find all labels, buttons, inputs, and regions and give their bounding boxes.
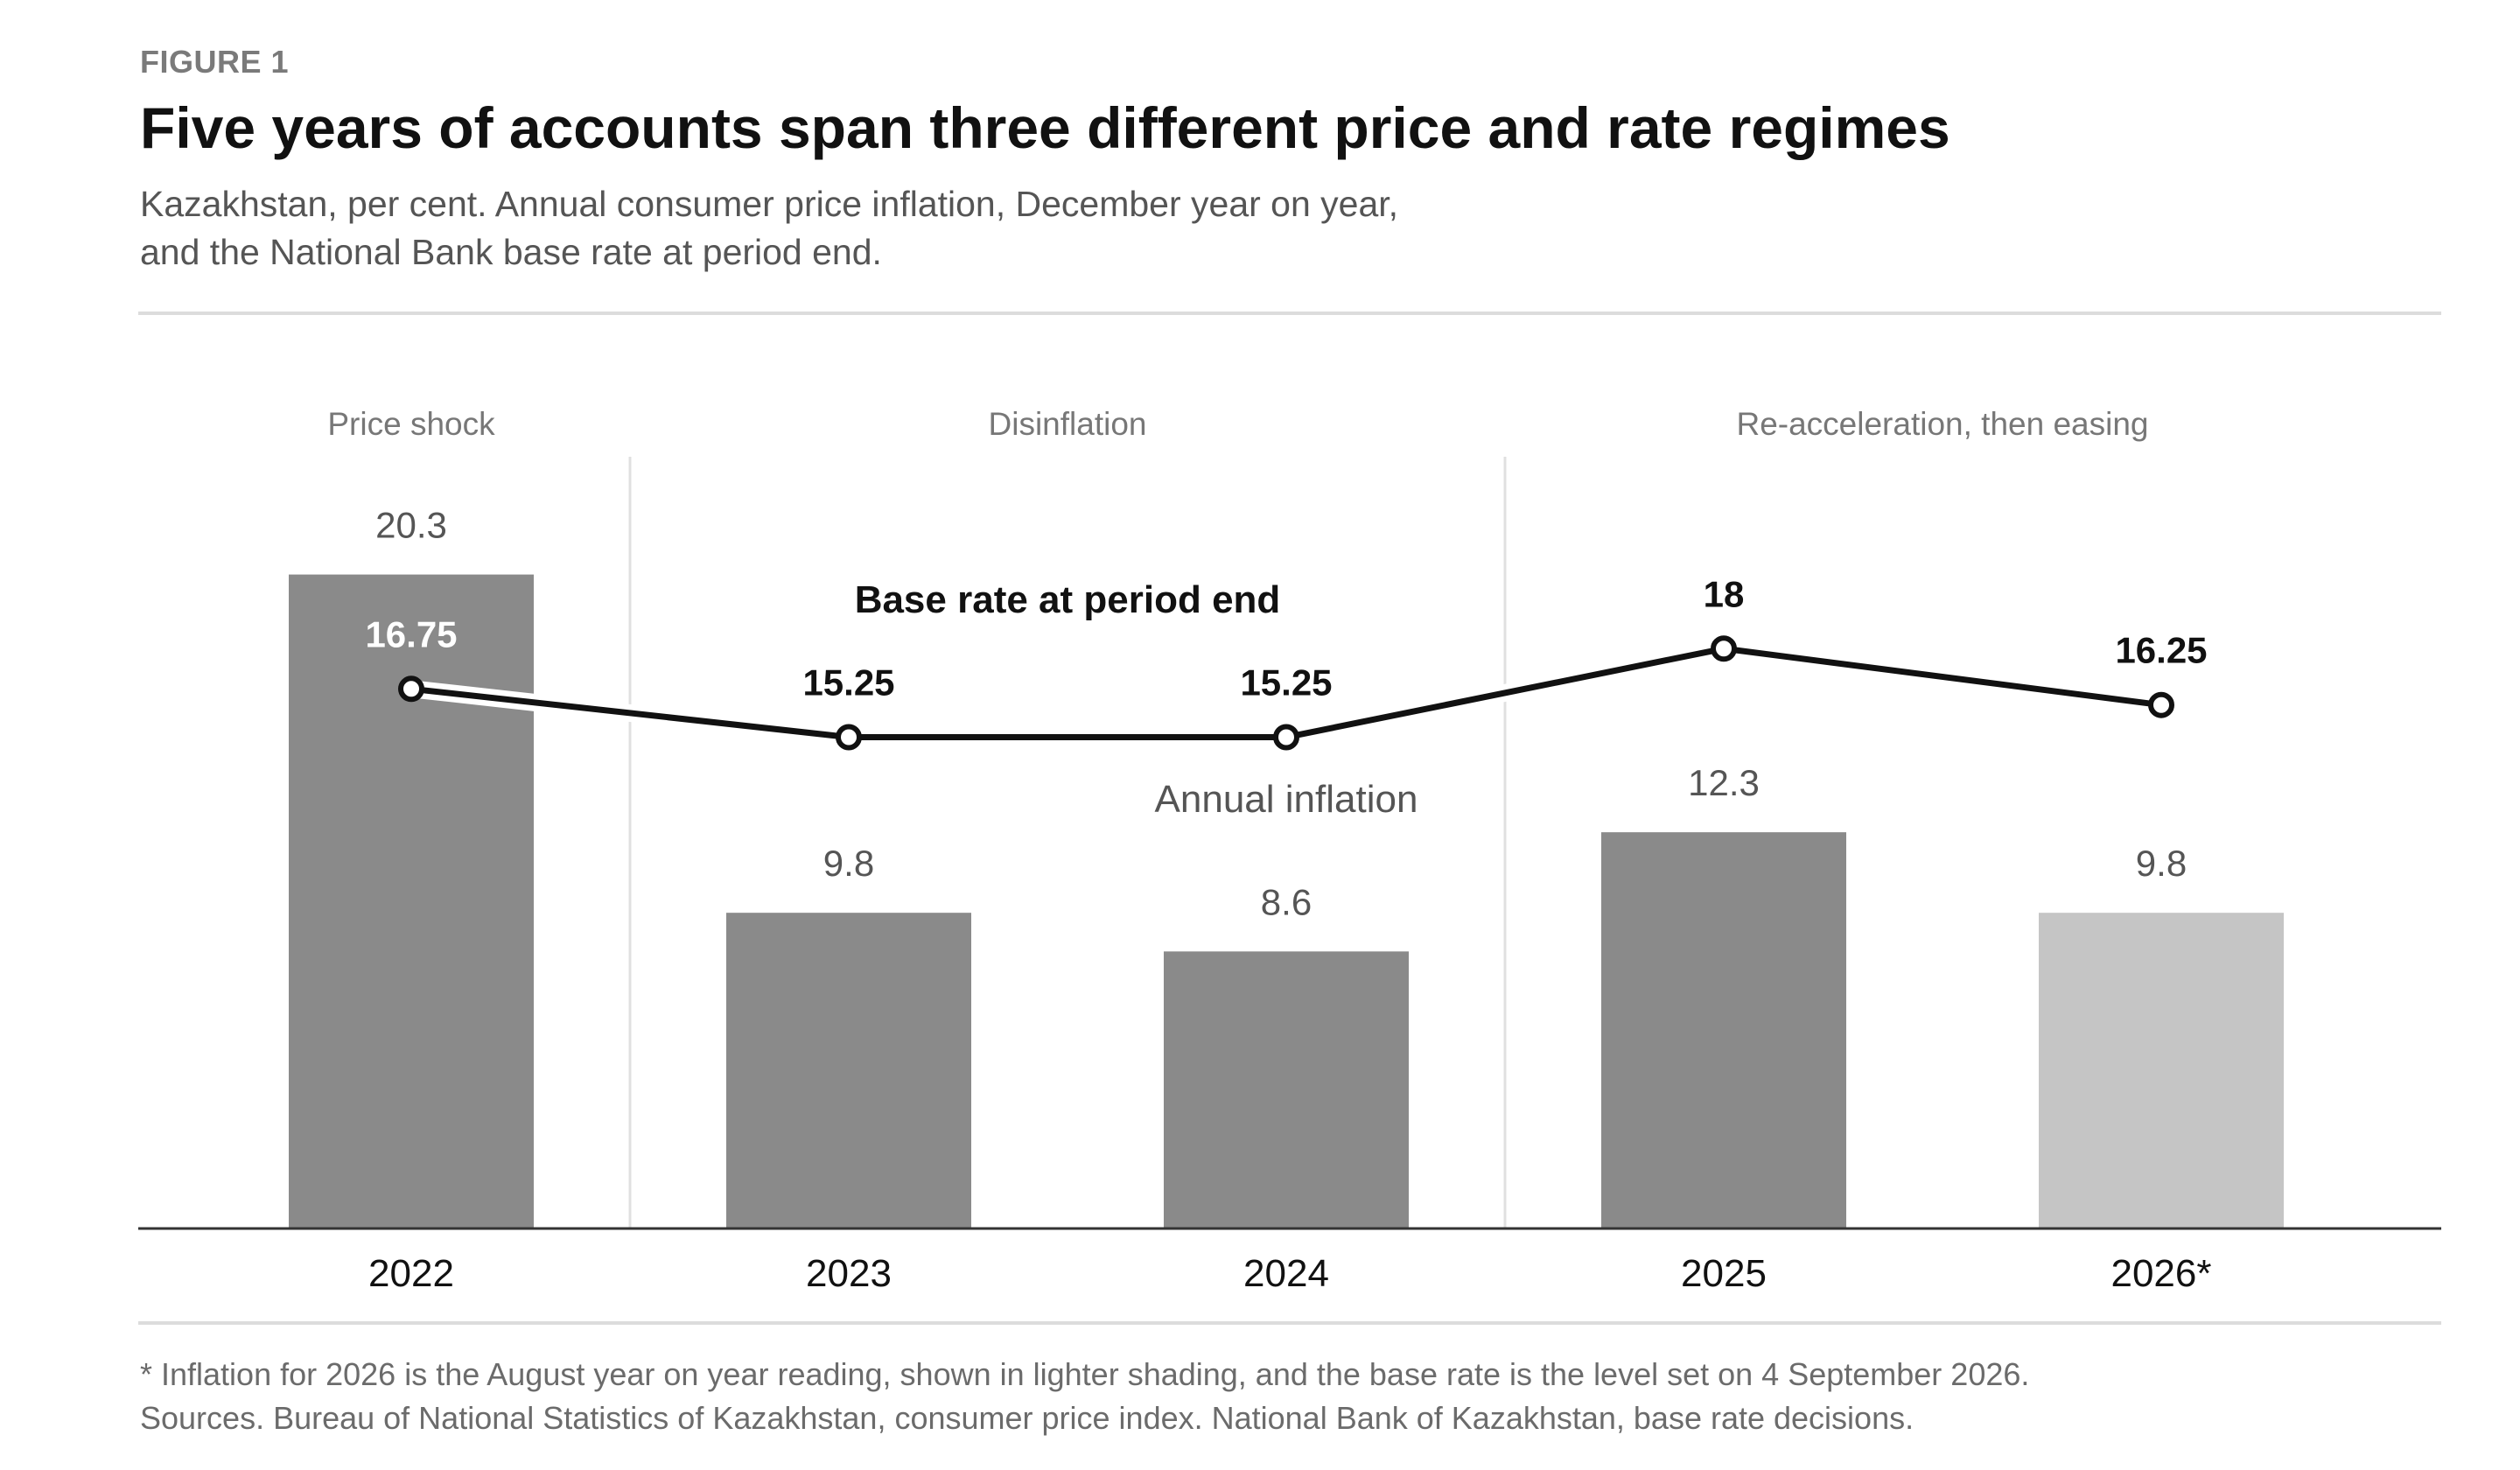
inflation-bar bbox=[1164, 951, 1409, 1228]
base-rate-value-label: 16.75 bbox=[365, 613, 457, 654]
inflation-value-label: 8.6 bbox=[1261, 881, 1312, 922]
inflation-bar bbox=[1601, 832, 1846, 1228]
x-tick-label: 2023 bbox=[806, 1252, 892, 1295]
base-rate-value-label: 15.25 bbox=[1240, 662, 1332, 704]
x-tick-label: 2022 bbox=[368, 1252, 454, 1295]
base-rate-point bbox=[1711, 635, 1737, 662]
base-rate-point bbox=[398, 676, 424, 703]
regime-label: Price shock bbox=[327, 406, 495, 442]
inflation-bar bbox=[726, 913, 971, 1228]
base-rate-value-label: 15.25 bbox=[802, 662, 894, 704]
x-tick-label: 2024 bbox=[1243, 1252, 1329, 1295]
figure-label: FIGURE 1 bbox=[140, 44, 290, 80]
chart-notes: * Inflation for 2026 is the August year … bbox=[140, 1353, 2029, 1440]
inflation-bar bbox=[2039, 913, 2284, 1228]
inflation-value-label: 20.3 bbox=[375, 505, 447, 546]
inflation-bar bbox=[289, 574, 534, 1228]
base-rate-point bbox=[1273, 724, 1299, 751]
x-tick-label: 2025 bbox=[1681, 1252, 1767, 1295]
inflation-value-label: 9.8 bbox=[823, 843, 874, 884]
subtitle-line: and the National Bank base rate at perio… bbox=[140, 232, 882, 272]
base-rate-value-label: 18 bbox=[1704, 573, 1745, 614]
footnote: * Inflation for 2026 is the August year … bbox=[140, 1356, 2030, 1392]
bottom-divider bbox=[138, 1321, 2441, 1325]
regime-label: Disinflation bbox=[989, 406, 1147, 442]
inflation-series-label: Annual inflation bbox=[1155, 778, 1418, 821]
base-rate-value-label: 16.25 bbox=[2115, 630, 2207, 671]
chart-title: Five years of accounts span three differ… bbox=[140, 95, 1950, 160]
base-rate-series-label: Base rate at period end bbox=[855, 578, 1281, 621]
base-rate-point bbox=[836, 724, 862, 751]
subtitle-line: Kazakhstan, per cent. Annual consumer pr… bbox=[140, 184, 1399, 224]
sources-note: Sources. Bureau of National Statistics o… bbox=[140, 1400, 1914, 1436]
base-rate-point bbox=[2148, 691, 2174, 718]
x-tick-label: 2026* bbox=[2110, 1252, 2211, 1295]
inflation-value-label: 9.8 bbox=[2136, 843, 2187, 884]
chart-subtitle: Kazakhstan, per cent. Annual consumer pr… bbox=[140, 180, 1715, 276]
regime-label: Re-acceleration, then easing bbox=[1736, 406, 2148, 442]
inflation-value-label: 12.3 bbox=[1688, 762, 1760, 803]
top-divider bbox=[138, 312, 2441, 315]
